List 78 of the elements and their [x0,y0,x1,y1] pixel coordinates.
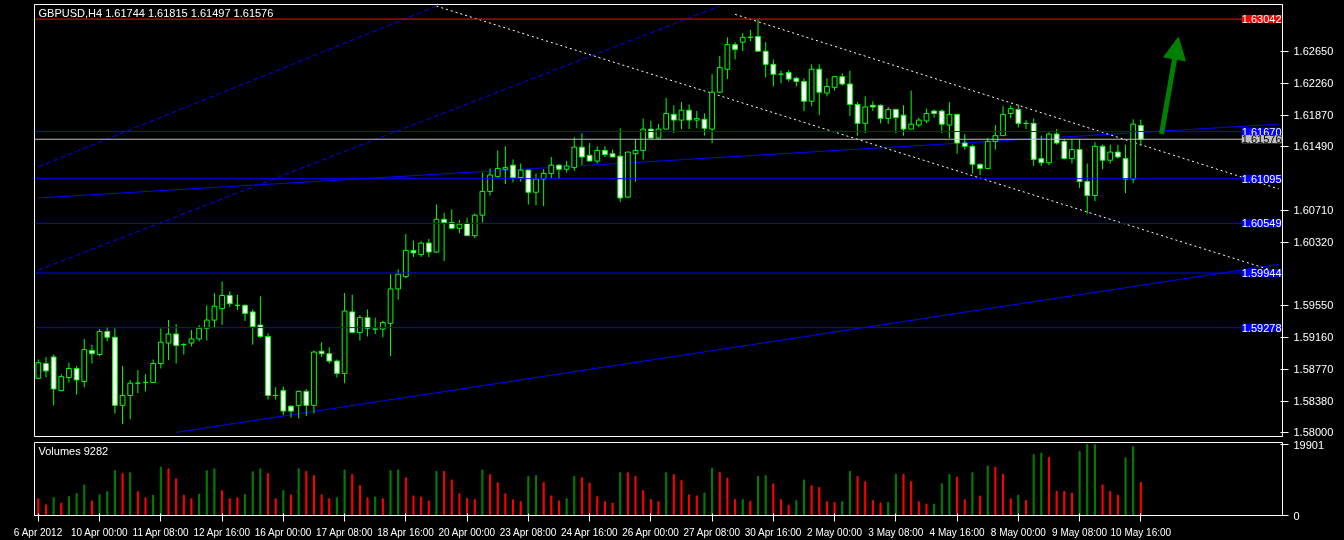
candlestick [1000,105,1006,137]
candlestick [870,100,876,112]
x-tick-label: 24 Apr 16:00 [560,526,619,538]
candlestick [441,212,447,262]
candlestick [89,344,95,365]
ref-line-label: 1.63042 [1241,13,1282,26]
y-tick-label: 1.62260 [1293,77,1334,90]
candlestick [732,41,738,60]
y-tick-label: 1.61870 [1293,109,1334,122]
ref-line-label: 1.61095 [1241,172,1282,185]
candlestick [579,132,585,166]
candlestick [280,386,287,416]
candlestick [824,77,830,97]
x-tick-label: 11 Apr 08:00 [132,526,189,538]
x-tick-label: 16 Apr 00:00 [254,526,312,538]
candlestick [334,358,340,378]
candlestick [487,167,493,196]
y-tick-label: 1.58380 [1293,395,1334,408]
candlestick [464,217,470,237]
candlestick [479,172,486,224]
x-tick-label: 10 May 16:00 [1110,526,1172,538]
candlestick [510,158,516,183]
x-tick-label: 8 May 00:00 [990,526,1047,538]
candlestick [755,18,761,52]
candlestick [379,320,386,338]
y-tick-label: 1.61490 [1293,140,1334,153]
x-tick-label: 6 Apr 2012 [13,526,63,538]
candlestick [1115,144,1121,160]
candlestick [43,356,49,378]
y-tick-label: 1.60320 [1293,236,1334,249]
x-tick-label: 17 Apr 08:00 [315,526,374,538]
candlestick [1069,138,1075,165]
x-tick-label: 18 Apr 16:00 [377,526,435,538]
candlestick [395,268,402,301]
x-tick-label: 9 May 08:00 [1052,526,1108,538]
ref-line-label: 1.60549 [1241,217,1282,230]
y-tick-label: 1.62650 [1293,45,1334,58]
candlestick [203,304,210,342]
candlestick [533,172,539,206]
y-tick-label: 0 [1293,509,1300,522]
candlestick [66,362,72,383]
candlestick [219,281,225,326]
candlestick [931,108,938,119]
candlestick [1137,119,1144,147]
candlestick [801,77,807,112]
ref-line-label: 1.59944 [1241,267,1282,280]
x-tick-label: 30 Apr 16:00 [744,526,802,538]
y-tick-label: 1.59160 [1293,331,1334,344]
candlestick [364,308,371,337]
y-tick-label: 1.58770 [1293,363,1334,376]
ref-line-label: 1.59278 [1241,321,1282,334]
y-tick-label: 19901 [1293,438,1325,451]
candlestick [663,97,670,130]
candlestick [211,292,218,328]
candlestick [357,314,363,342]
x-tick-label: 10 Apr 00:00 [70,526,129,538]
candlestick [288,404,294,419]
y-tick-label: 1.59550 [1293,299,1334,312]
x-tick-label: 3 May 08:00 [868,526,924,538]
y-tick-label: 1.58000 [1293,426,1334,439]
x-tick-label: 4 May 16:00 [929,526,986,538]
candlestick [686,104,692,130]
candlestick [556,163,562,180]
y-tick-label: 1.60710 [1293,204,1334,217]
candlestick [739,32,746,52]
x-tick-label: 12 Apr 16:00 [193,526,251,538]
x-tick-label: 20 Apr 00:00 [438,526,496,538]
candlestick [35,358,42,379]
x-tick-label: 26 Apr 00:00 [622,526,680,538]
chart-title: Volumes 9282 [38,444,109,457]
candlestick [977,163,983,176]
candlestick [847,70,853,117]
x-tick-label: 27 Apr 08:00 [683,526,741,538]
x-tick-label: 23 Apr 08:00 [499,526,557,538]
x-tick-label: 2 May 00:00 [807,526,863,538]
candlestick [602,145,608,158]
chart-title: GBPUSD,H4 1.61744 1.61815 1.61497 1.61576 [38,6,274,19]
candlestick [471,213,478,239]
